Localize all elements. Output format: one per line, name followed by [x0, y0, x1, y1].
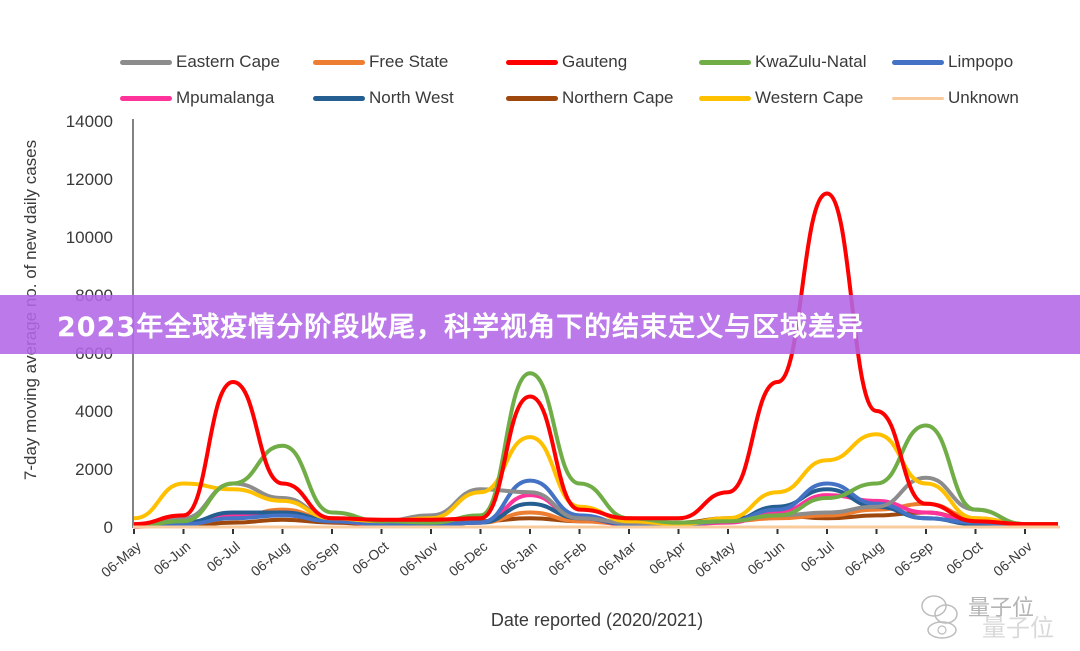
x-tick-label: 06-Dec — [446, 538, 491, 579]
x-tick-label: 06-Jan — [497, 538, 540, 578]
legend-item-mpumalanga: Mpumalanga — [120, 88, 313, 108]
legend-swatch — [120, 59, 172, 65]
legend-item-kwazulu-natal: KwaZulu-Natal — [699, 52, 892, 72]
legend-swatch — [506, 95, 558, 101]
watermark: 量子位 量子位 — [918, 590, 1058, 642]
legend-item-unknown: Unknown — [892, 88, 1019, 108]
legend-label: North West — [369, 88, 454, 107]
series-lines — [133, 191, 1058, 529]
x-tick-label: 06-Jun — [150, 538, 193, 578]
legend-label: Northern Cape — [562, 88, 674, 107]
legend-item-eastern-cape: Eastern Cape — [120, 52, 313, 72]
legend-label: KwaZulu-Natal — [755, 52, 867, 71]
x-tick-label: 06-Nov — [396, 538, 441, 579]
legend-swatch — [313, 95, 365, 101]
chart-legend: Eastern Cape Free State Gauteng KwaZulu-… — [120, 44, 1060, 116]
x-tick-label: 06-May — [98, 538, 144, 580]
x-tick-label: 06-Feb — [545, 538, 589, 579]
legend-swatch — [506, 59, 558, 65]
legend-label: Free State — [369, 52, 449, 71]
legend-swatch — [120, 95, 172, 101]
legend-label: Unknown — [948, 88, 1019, 107]
x-tick-label: 06-Jul — [797, 538, 837, 575]
x-tick-label: 06-Mar — [595, 538, 640, 579]
x-tick-label: 06-Oct — [943, 538, 986, 577]
series-line-kwazulu-natal — [133, 371, 1058, 528]
legend-item-limpopo: Limpopo — [892, 52, 1013, 72]
y-tick-label: 10000 — [66, 228, 113, 247]
x-tick-label: 06-Jul — [203, 538, 243, 575]
x-tick-label: 06-Aug — [842, 538, 887, 579]
y-tick-label: 12000 — [66, 170, 113, 189]
legend-item-free-state: Free State — [313, 52, 506, 72]
legend-label: Eastern Cape — [176, 52, 280, 71]
legend-item-gauteng: Gauteng — [506, 52, 699, 72]
x-tick-label: 06-Jun — [744, 538, 787, 578]
legend-label: Gauteng — [562, 52, 628, 71]
watermark-text-shadow: 量子位 — [982, 614, 1054, 642]
series-line-gauteng — [133, 191, 1058, 527]
y-tick-label: 14000 — [66, 112, 113, 131]
x-tick-label: 06-Aug — [248, 538, 293, 579]
legend-swatch — [699, 59, 751, 65]
headline-banner: 2023年全球疫情分阶段收尾，科学视角下的结束定义与区域差异 — [0, 295, 1080, 354]
y-tick-label: 2000 — [75, 460, 113, 479]
legend-item-north-west: North West — [313, 88, 506, 108]
watermark-text: 量子位 — [968, 596, 1035, 621]
legend-item-northern-cape: Northern Cape — [506, 88, 699, 108]
x-tick-label: 06-May — [692, 538, 738, 580]
legend-swatch — [892, 59, 944, 65]
legend-item-western-cape: Western Cape — [699, 88, 892, 108]
x-tick-label: 06-Nov — [990, 538, 1035, 579]
x-axis-ticks: 06-May 06-Jun 06-Jul 06-Aug 06-Sep 06-Oct 06-N… — [98, 529, 1035, 580]
legend-swatch — [313, 59, 365, 65]
legend-label: Mpumalanga — [176, 88, 275, 107]
legend-label: Western Cape — [755, 88, 864, 107]
legend-row-1: Eastern Cape Free State Gauteng KwaZulu-… — [120, 44, 1060, 80]
x-tick-label: 06-Oct — [349, 538, 392, 577]
y-tick-label: 0 — [104, 518, 113, 537]
series-line-eastern-cape — [133, 475, 1058, 528]
legend-row-2: Mpumalanga North West Northern Cape West… — [120, 80, 1060, 116]
x-tick-label: 06-Sep — [891, 538, 936, 579]
legend-swatch — [699, 95, 751, 101]
wechat-icon — [921, 595, 958, 639]
legend-label: Limpopo — [948, 52, 1014, 71]
series-line-free-state — [133, 501, 1058, 529]
series-line-limpopo — [133, 478, 1058, 529]
x-axis-title: Date reported (2020/2021) — [491, 610, 703, 630]
y-tick-label: 4000 — [75, 402, 113, 421]
x-tick-label: 06-Apr — [646, 538, 689, 577]
x-tick-label: 06-Sep — [297, 538, 342, 579]
headline-text: 2023年全球疫情分阶段收尾，科学视角下的结束定义与区域差异 — [57, 312, 865, 343]
series-line-western-cape — [133, 432, 1058, 527]
legend-swatch — [892, 96, 944, 100]
